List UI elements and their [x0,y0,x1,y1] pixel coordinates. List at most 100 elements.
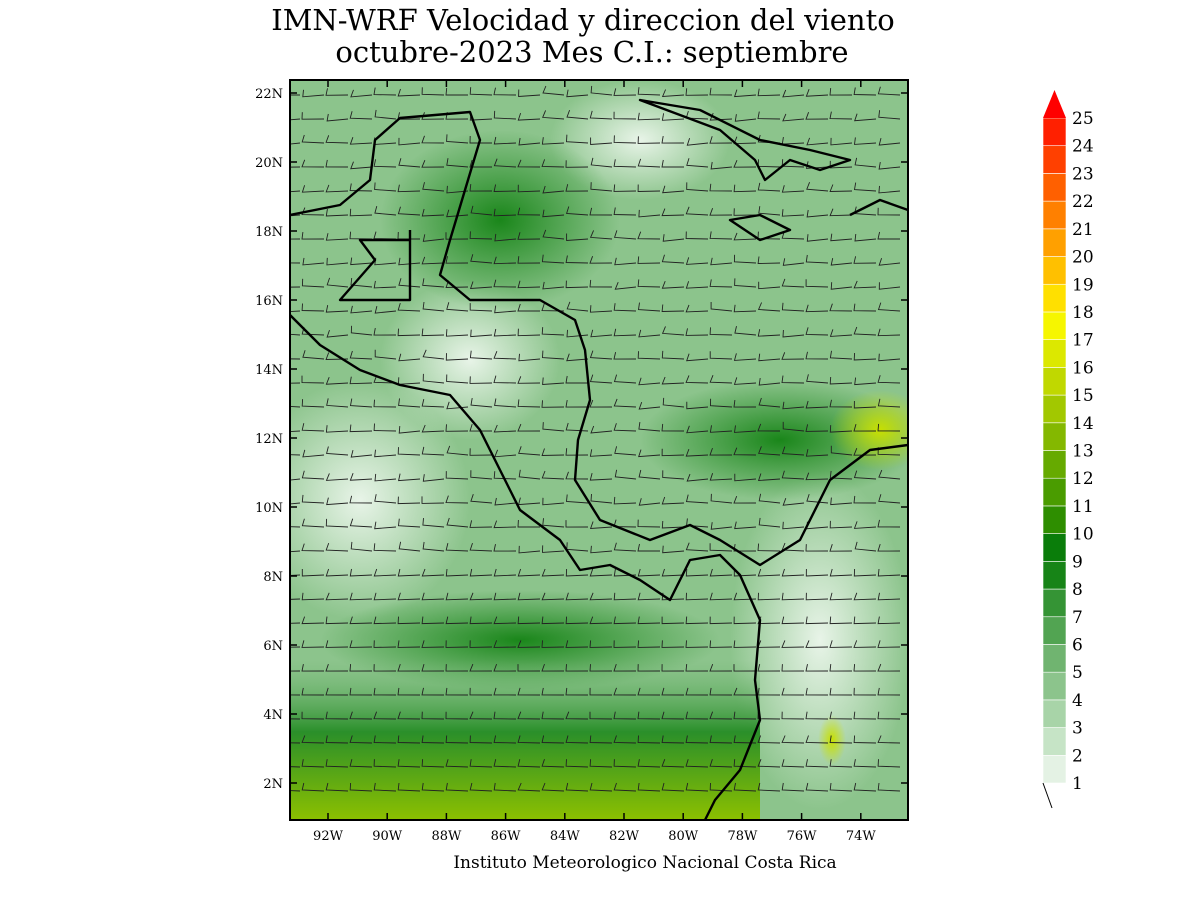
wind-barb [830,137,853,146]
island [728,213,792,242]
wind-barb [757,592,781,601]
wind-barb [325,159,349,168]
wind-barb [290,358,301,360]
wind-barb [877,519,901,528]
wind-barb [494,497,517,506]
wind-barb [782,401,805,410]
wind-barb [325,135,349,144]
wind-barb [421,135,445,144]
wind-barb [422,301,445,312]
wind-barb [349,616,373,625]
lat-label: 16N [255,294,283,309]
wind-barb [613,135,637,144]
wind-barb [422,349,445,360]
wind-barb [422,182,445,192]
field-max [830,390,908,470]
wind-barb [853,280,877,289]
wind-barb [734,473,757,482]
wind-barb [469,376,493,384]
wind-barb [733,616,757,625]
wind-barb [301,735,325,744]
wind-barb [446,374,469,384]
wind-barb [421,616,445,625]
wind-barb [734,278,757,288]
wind-barb [782,421,805,432]
wind-barb [806,234,829,242]
wind-barb [781,782,805,792]
wind-barb [542,85,565,96]
wind-barb [445,495,469,504]
wind-barb [685,592,709,601]
colorbar-bin [1042,283,1067,313]
wind-barb [565,280,589,289]
wind-barb [421,568,445,577]
wind-barb [349,592,373,601]
wind-barb [517,519,540,528]
colorbar-bin [1042,588,1067,618]
wind-barb [445,782,469,792]
wind-barb [662,185,685,194]
wind-barb [397,568,421,577]
wind-barb [733,208,757,216]
wind-barb [829,208,853,217]
wind-barb [301,112,325,120]
wind-barb [350,277,373,288]
wind-barb [733,232,757,241]
wind-barb [877,328,901,337]
wind-barb [373,87,397,96]
wind-barb [493,687,517,696]
wind-barb [325,759,349,768]
wind-barb [853,711,877,720]
colorbar-label: 14 [1072,414,1094,434]
wind-barb [398,541,421,552]
wind-barb [805,711,829,720]
wind-barb [637,231,661,240]
wind-barb [397,302,421,312]
wind-barb [853,521,877,529]
wind-barb [637,87,661,96]
wind-barb [830,258,853,266]
wind-barb [589,616,613,625]
wind-barb [686,353,709,362]
wind-barb [566,353,589,362]
wind-barb [685,568,709,577]
wind-barb [542,377,565,385]
wind-barb [445,542,469,552]
wind-barb [589,399,613,408]
wind-barb [493,592,517,601]
wind-barb [709,425,733,433]
wind-barb [685,711,709,720]
colorbar-bin [1042,394,1067,424]
wind-barb [877,568,901,577]
wind-barb [829,160,853,169]
wind-barb [290,405,301,408]
wind-barb [613,303,637,312]
wind-barb [301,592,325,601]
wind-barb [805,616,829,625]
wind-barb [373,640,397,648]
colorbar-label: 2 [1072,746,1083,766]
wind-barb [326,277,349,288]
wind-barb [518,137,541,146]
wind-barb [782,89,805,98]
wind-barb [469,87,493,96]
wind-barb [445,256,469,264]
wind-barb [805,664,829,672]
wind-barb [518,545,541,554]
wind-barb [638,469,661,480]
wind-barb [709,136,733,144]
wind-barb [517,687,541,696]
wind-barb [494,233,517,242]
colorbar-label: 25 [1072,109,1094,129]
wind-barb [290,118,301,121]
wind-barb [637,519,661,528]
wind-barb [421,87,445,96]
wind-barb [781,664,805,672]
lon-label: 86W [491,829,522,844]
colorbar-bin [1042,367,1067,396]
wind-barb [565,206,589,216]
colorbar-bin [1042,311,1067,340]
wind-barb [782,521,805,530]
wind-barb [493,256,517,265]
wind-barb [589,782,613,792]
